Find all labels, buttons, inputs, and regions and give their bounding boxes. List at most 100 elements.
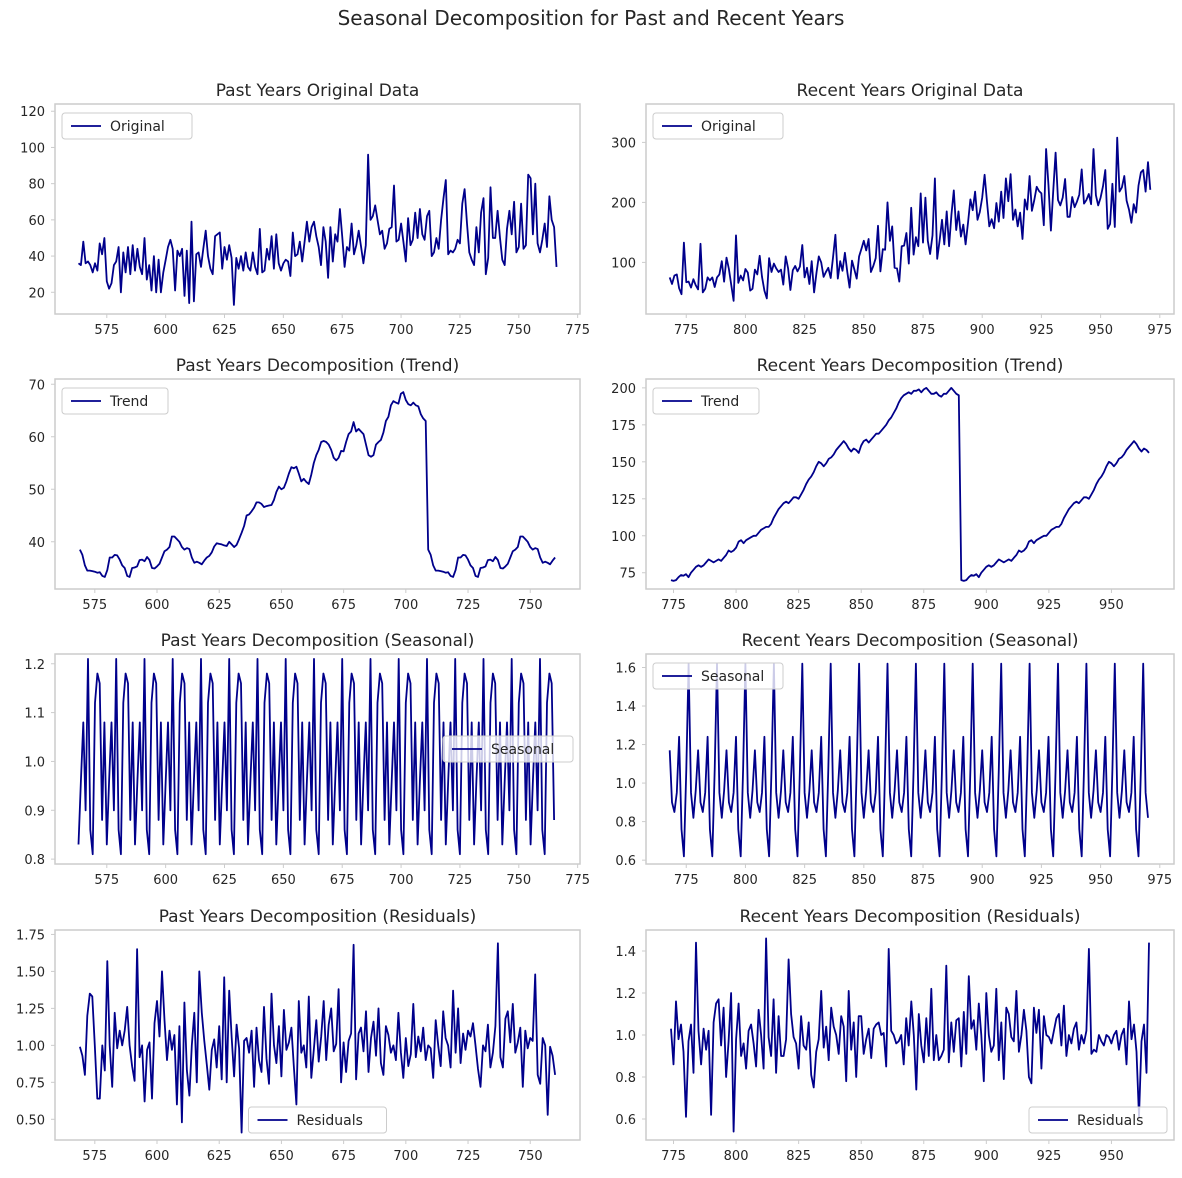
x-tick-label: 875: [911, 598, 936, 613]
x-tick-label: 775: [565, 873, 590, 888]
y-tick-label: 75: [619, 567, 636, 582]
y-tick-label: 0.8: [24, 853, 45, 868]
legend-label: Seasonal: [701, 669, 764, 685]
legend-box: [61, 387, 169, 415]
x-tick-label: 700: [389, 323, 414, 338]
subplot-1: Past Years Original Data 575 600 625 650 675 7…: [20, 81, 590, 338]
x-tick-label: 875: [911, 1149, 936, 1164]
y-tick-label: 0.8: [615, 1071, 636, 1086]
x-tick-label: 600: [145, 598, 170, 613]
x-tick-label: 925: [1036, 1149, 1061, 1164]
x-tick-label: 875: [911, 323, 936, 338]
subplot-title: Recent Years Original Data: [797, 81, 1024, 101]
y-tick-label: 20: [28, 286, 45, 301]
legend: Seasonal: [442, 735, 574, 763]
x-tick-label: 975: [1147, 873, 1172, 888]
legend: Seasonal: [652, 662, 784, 690]
x-tick-label: 725: [456, 598, 481, 613]
y-tick-label: 0.6: [615, 854, 636, 869]
legend: Original: [61, 112, 193, 140]
x-tick-label: 800: [733, 323, 758, 338]
x-tick-label: 850: [851, 873, 876, 888]
legend-label: Seasonal: [491, 742, 554, 758]
subplot-title: Past Years Original Data: [216, 81, 420, 101]
legend-label: Trend: [700, 394, 739, 410]
x-tick-label: 750: [506, 873, 531, 888]
y-tick-label: 70: [28, 378, 45, 393]
subplot-title: Past Years Decomposition (Residuals): [159, 907, 477, 927]
y-tick-label: 1.00: [16, 1039, 45, 1054]
y-tick-label: 1.2: [615, 987, 636, 1002]
x-tick-label: 925: [1036, 598, 1061, 613]
x-tick-label: 825: [792, 323, 817, 338]
x-tick-label: 600: [153, 873, 178, 888]
axes-frame: [54, 653, 581, 865]
y-tick-label: 1.0: [24, 755, 45, 770]
x-tick-label: 625: [207, 1149, 232, 1164]
y-tick-label: 100: [611, 256, 636, 271]
y-tick-label: 0.9: [24, 804, 45, 819]
axes-frame: [54, 929, 581, 1141]
x-tick-label: 650: [269, 1149, 294, 1164]
y-tick-label: 60: [28, 431, 45, 446]
x-tick-label: 675: [330, 323, 355, 338]
x-tick-label: 825: [786, 598, 811, 613]
x-tick-label: 950: [1088, 873, 1113, 888]
x-tick-label: 800: [733, 873, 758, 888]
axes-frame: [54, 103, 581, 315]
x-tick-label: 800: [724, 1149, 749, 1164]
x-tick-label: 650: [269, 598, 294, 613]
y-tick-label: 1.1: [24, 707, 45, 722]
x-tick-label: 775: [674, 323, 699, 338]
subplot-title: Recent Years Decomposition (Residuals): [740, 907, 1081, 927]
y-tick-label: 1.25: [16, 1002, 45, 1017]
x-tick-label: 925: [1029, 323, 1054, 338]
y-tick-label: 120: [20, 105, 45, 120]
y-tick-label: 1.0: [615, 1029, 636, 1044]
x-tick-label: 675: [330, 873, 355, 888]
y-tick-label: 150: [611, 456, 636, 471]
x-tick-label: 600: [145, 1149, 170, 1164]
x-tick-label: 975: [1147, 323, 1172, 338]
y-tick-label: 40: [28, 536, 45, 551]
x-tick-label: 775: [565, 323, 590, 338]
x-tick-label: 850: [849, 1149, 874, 1164]
x-tick-label: 575: [94, 873, 119, 888]
axes-frame: [54, 378, 581, 590]
x-tick-label: 675: [331, 1149, 356, 1164]
y-tick-label: 0.50: [16, 1113, 45, 1128]
axes-frame: [645, 378, 1175, 590]
x-tick-label: 900: [970, 873, 995, 888]
x-tick-label: 725: [456, 1149, 481, 1164]
axes-frame: [645, 653, 1175, 865]
legend-label: Residuals: [1077, 1113, 1143, 1129]
series-line-original: [668, 136, 1152, 302]
x-tick-label: 725: [448, 323, 473, 338]
y-tick-label: 100: [20, 141, 45, 156]
x-tick-label: 800: [724, 598, 749, 613]
x-tick-label: 850: [849, 598, 874, 613]
y-tick-label: 1.6: [615, 661, 636, 676]
x-tick-label: 625: [212, 873, 237, 888]
legend-box: [442, 735, 574, 763]
y-tick-label: 80: [28, 178, 45, 193]
x-tick-label: 900: [974, 598, 999, 613]
subplot-title: Recent Years Decomposition (Seasonal): [741, 631, 1078, 651]
x-tick-label: 775: [661, 1149, 686, 1164]
series-line-trend: [670, 386, 1150, 582]
y-tick-label: 0.6: [615, 1113, 636, 1128]
y-tick-label: 1.4: [615, 700, 636, 715]
subplot-7: Past Years Decomposition (Residuals) 575 6…: [16, 907, 581, 1164]
x-tick-label: 650: [271, 323, 296, 338]
series-line-original: [77, 153, 558, 306]
series-line-trend: [79, 391, 556, 578]
x-tick-label: 950: [1099, 1149, 1124, 1164]
legend-label: Trend: [109, 394, 148, 410]
x-tick-label: 750: [518, 598, 543, 613]
legend: Trend: [652, 387, 760, 415]
legend-label: Original: [110, 119, 165, 135]
legend-box: [652, 662, 784, 690]
figure-title: Seasonal Decomposition for Past and Rece…: [337, 6, 845, 30]
x-tick-label: 825: [786, 1149, 811, 1164]
x-tick-label: 575: [82, 1149, 107, 1164]
